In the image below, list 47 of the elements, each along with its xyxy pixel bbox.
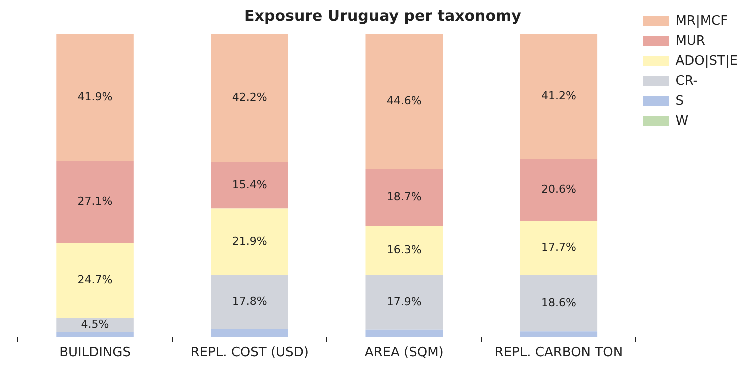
- bar: [520, 222, 598, 276]
- data-label: 17.9%: [386, 296, 422, 309]
- bar: [366, 34, 444, 170]
- bar: [211, 208, 288, 276]
- bar: [520, 34, 598, 159]
- data-label: 24.7%: [78, 274, 113, 287]
- data-label: 27.1%: [78, 195, 113, 208]
- bar: [211, 329, 288, 338]
- x-tick-label: REPL. COST (USD): [190, 346, 309, 361]
- bar: [366, 330, 444, 338]
- bar: [366, 276, 444, 330]
- x-tick-label: BUILDINGS: [60, 346, 131, 361]
- bar: [56, 243, 134, 318]
- data-label: 17.8%: [232, 295, 268, 308]
- x-tick-label: REPL. CARBON TON: [494, 346, 624, 361]
- bar: [520, 275, 598, 332]
- data-label: 44.6%: [386, 94, 422, 108]
- legend-label: W: [676, 114, 689, 129]
- data-label: 18.7%: [386, 190, 422, 204]
- bar: [56, 161, 134, 244]
- data-label: 4.5%: [81, 318, 110, 331]
- x-tick-label: AREA (SQM): [364, 346, 444, 361]
- bar: [520, 159, 598, 222]
- bar: [366, 169, 444, 226]
- legend-label: MUR: [676, 34, 706, 49]
- bar: [520, 332, 598, 338]
- legend-label: S: [676, 94, 684, 109]
- data-label: 16.3%: [386, 244, 422, 257]
- legend-label: CR-: [676, 74, 698, 89]
- bar: [56, 34, 134, 162]
- legend-label: ADO|ST|E: [676, 54, 738, 69]
- data-label: 18.6%: [541, 296, 576, 310]
- bar: [56, 318, 134, 332]
- bar: [56, 332, 134, 338]
- bar: [211, 275, 288, 330]
- data-label: 41.9%: [78, 90, 113, 104]
- chart-title: Exposure Uruguay per taxonomy: [244, 6, 522, 25]
- legend-label: MR|MCF: [676, 14, 728, 29]
- data-label: 17.7%: [541, 241, 576, 254]
- data-label: 41.2%: [541, 89, 576, 102]
- bar: [366, 226, 444, 276]
- bar: [211, 34, 288, 162]
- data-label: 21.9%: [232, 234, 268, 248]
- bar: [211, 162, 288, 209]
- data-label: 20.6%: [541, 183, 576, 196]
- data-label: 42.2%: [232, 90, 268, 104]
- data-label: 15.4%: [232, 178, 268, 192]
